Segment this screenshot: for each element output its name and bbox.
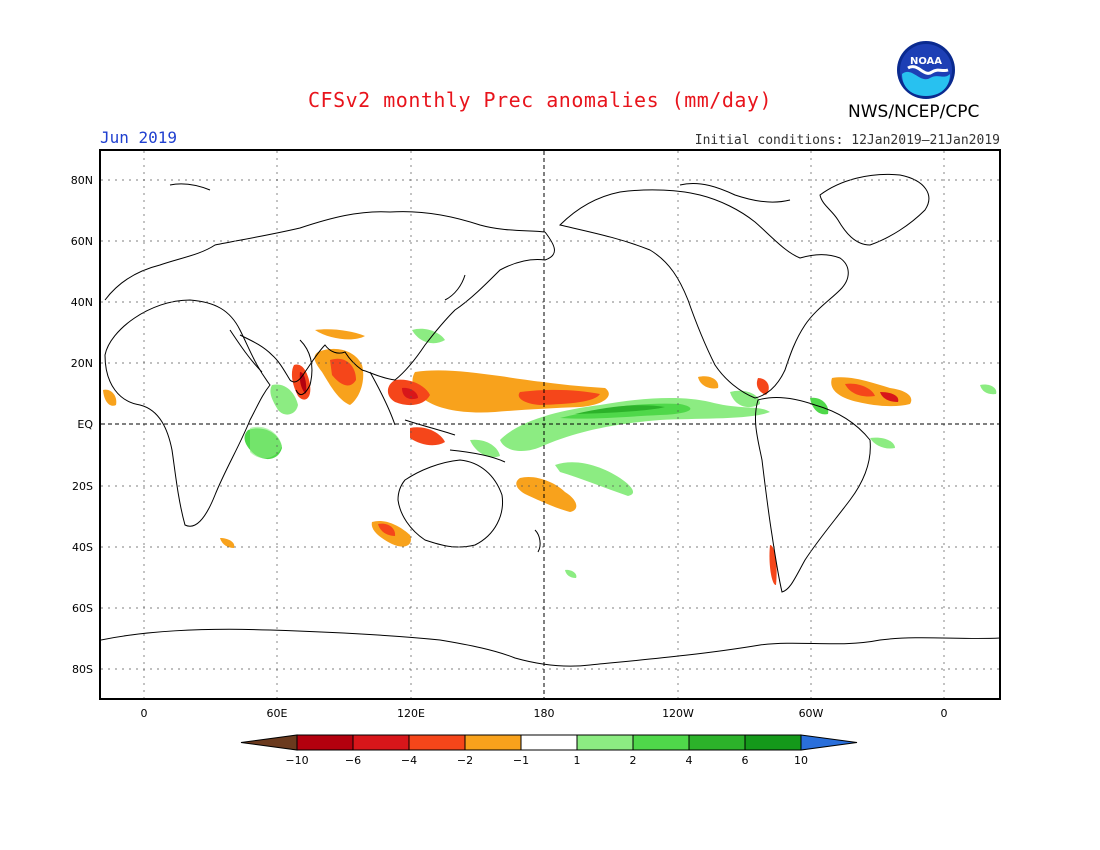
lat-label: 20N xyxy=(71,357,93,370)
lon-label: 180 xyxy=(534,707,555,720)
agency-label: NWS/NCEP/CPC xyxy=(848,102,980,122)
colorbar-swatch xyxy=(520,734,578,751)
lon-label: 120W xyxy=(662,707,694,720)
colorbar-swatch xyxy=(688,734,746,751)
colorbar-tick-label: 10 xyxy=(794,754,808,767)
lon-label: 60E xyxy=(267,707,288,720)
colorbar-low-arrow xyxy=(240,734,298,751)
map-frame xyxy=(99,149,1001,700)
lon-label: 120E xyxy=(397,707,425,720)
colorbar-tick-label: −6 xyxy=(345,754,361,767)
colorbar-tick-label: 4 xyxy=(686,754,693,767)
colorbar-tick-label: 2 xyxy=(630,754,637,767)
lat-label: 40S xyxy=(72,541,93,554)
pacific-wet-band xyxy=(500,398,770,452)
lon-label: 0 xyxy=(941,707,948,720)
anomaly-shading xyxy=(103,328,997,586)
lat-label: 80S xyxy=(72,663,93,676)
noaa-logo-text: NOAA xyxy=(910,56,942,67)
colorbar-tick-label: −2 xyxy=(457,754,473,767)
coastlines xyxy=(101,173,1000,667)
valid-month-label: Jun 2019 xyxy=(100,128,178,147)
lat-label: 60N xyxy=(71,235,93,248)
lat-label: 20S xyxy=(72,480,93,493)
initial-conditions-label: Initial conditions: 12Jan2019–21Jan2019 xyxy=(694,133,1000,148)
colorbar-swatch xyxy=(632,734,690,751)
colorbar-tick-label: −10 xyxy=(285,754,308,767)
map-title: CFSv2 monthly Prec anomalies (mm/day) xyxy=(307,88,773,112)
colorbar-swatch xyxy=(352,734,410,751)
colorbar-tick-label: 1 xyxy=(574,754,581,767)
lat-label: EQ xyxy=(77,418,93,431)
reference-lines xyxy=(101,151,1000,699)
colorbar-tick-label: −4 xyxy=(401,754,417,767)
colorbar-tick-label: 6 xyxy=(742,754,749,767)
lat-label: 80N xyxy=(71,174,93,187)
colorbar-swatch xyxy=(408,734,466,751)
lat-label: 40N xyxy=(71,296,93,309)
lat-label: 60S xyxy=(72,602,93,615)
colorbar-swatch xyxy=(296,734,354,751)
colorbar-swatch xyxy=(464,734,522,751)
noaa-logo-icon: NOAA xyxy=(897,41,955,99)
colorbar-high-arrow xyxy=(800,734,858,751)
colorbar-swatch xyxy=(576,734,634,751)
colorbar-tick-label: −1 xyxy=(513,754,529,767)
lon-label: 0 xyxy=(141,707,148,720)
colorbar: −10 −6 −4 −2 −1 1 2 4 6 10 xyxy=(240,734,858,767)
graticule xyxy=(101,151,1000,699)
lat-axis: 80N 60N 40N 20N EQ 20S 40S 60S 80S xyxy=(71,174,94,676)
colorbar-swatch xyxy=(744,734,802,751)
lon-axis: 0 60E 120E 180 120W 60W 0 xyxy=(141,707,948,720)
lon-label: 60W xyxy=(799,707,824,720)
